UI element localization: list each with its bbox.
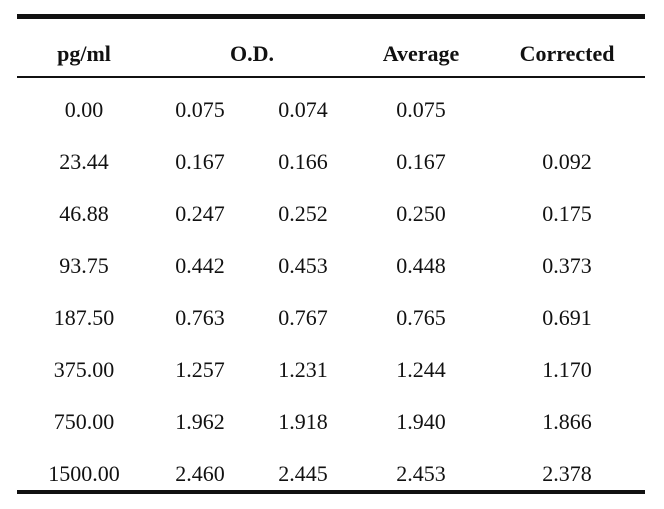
cell-od-1: 0.247: [175, 201, 225, 226]
cell-average: 2.453: [396, 461, 446, 486]
cell-average: 0.765: [396, 305, 446, 330]
cell-od-1: 1.962: [175, 409, 225, 434]
cell-od-2: 0.767: [278, 305, 328, 330]
header-pg-ml: pg/ml: [57, 41, 111, 66]
cell-od-2: 1.231: [278, 357, 328, 382]
cell-corrected: 0.691: [542, 305, 592, 330]
table-row: 93.75 0.442 0.453 0.448 0.373: [0, 251, 664, 281]
cell-corrected: 0.092: [542, 149, 592, 174]
cell-pg-ml: 93.75: [59, 253, 109, 278]
cell-average: 1.244: [396, 357, 446, 382]
cell-pg-ml: 23.44: [59, 149, 109, 174]
cell-od-2: 0.074: [278, 97, 328, 122]
cell-corrected: 1.170: [542, 357, 592, 382]
cell-average: 0.075: [396, 97, 446, 122]
cell-corrected: 1.866: [542, 409, 592, 434]
cell-od-2: 0.166: [278, 149, 328, 174]
cell-pg-ml: 187.50: [53, 305, 115, 330]
cell-corrected: 0.175: [542, 201, 592, 226]
cell-average: 0.250: [396, 201, 446, 226]
table-row: 375.00 1.257 1.231 1.244 1.170: [0, 355, 664, 385]
cell-od-1: 2.460: [175, 461, 225, 486]
cell-od-2: 0.453: [278, 253, 328, 278]
cell-od-1: 1.257: [175, 357, 225, 382]
header-average: Average: [382, 41, 460, 66]
cell-pg-ml: 46.88: [59, 201, 109, 226]
cell-average: 0.448: [396, 253, 446, 278]
cell-od-2: 0.252: [278, 201, 328, 226]
table-row: 1500.00 2.460 2.445 2.453 2.378: [0, 459, 664, 489]
cell-od-1: 0.075: [175, 97, 225, 122]
cell-corrected: 2.378: [542, 461, 592, 486]
header-corrected: Corrected: [519, 41, 615, 66]
table-row: 750.00 1.962 1.918 1.940 1.866: [0, 407, 664, 437]
cell-od-1: 0.442: [175, 253, 225, 278]
cell-pg-ml: 375.00: [53, 357, 115, 382]
header-od: O.D.: [230, 41, 274, 66]
table-row: 23.44 0.167 0.166 0.167 0.092: [0, 147, 664, 177]
cell-pg-ml: 750.00: [53, 409, 115, 434]
cell-pg-ml: 0.00: [64, 97, 104, 122]
table-row: 187.50 0.763 0.767 0.765 0.691: [0, 303, 664, 333]
cell-od-1: 0.763: [175, 305, 225, 330]
cell-average: 0.167: [396, 149, 446, 174]
cell-od-1: 0.167: [175, 149, 225, 174]
cell-od-2: 2.445: [278, 461, 328, 486]
cell-corrected: 0.373: [542, 253, 592, 278]
cell-average: 1.940: [396, 409, 446, 434]
bottom-rule: [17, 490, 645, 494]
top-rule: [17, 14, 645, 19]
cell-pg-ml: 1500.00: [48, 461, 120, 486]
cell-od-2: 1.918: [278, 409, 328, 434]
table-row: 46.88 0.247 0.252 0.250 0.175: [0, 199, 664, 229]
header-rule: [17, 76, 645, 78]
table-row: 0.00 0.075 0.074 0.075: [0, 95, 664, 125]
